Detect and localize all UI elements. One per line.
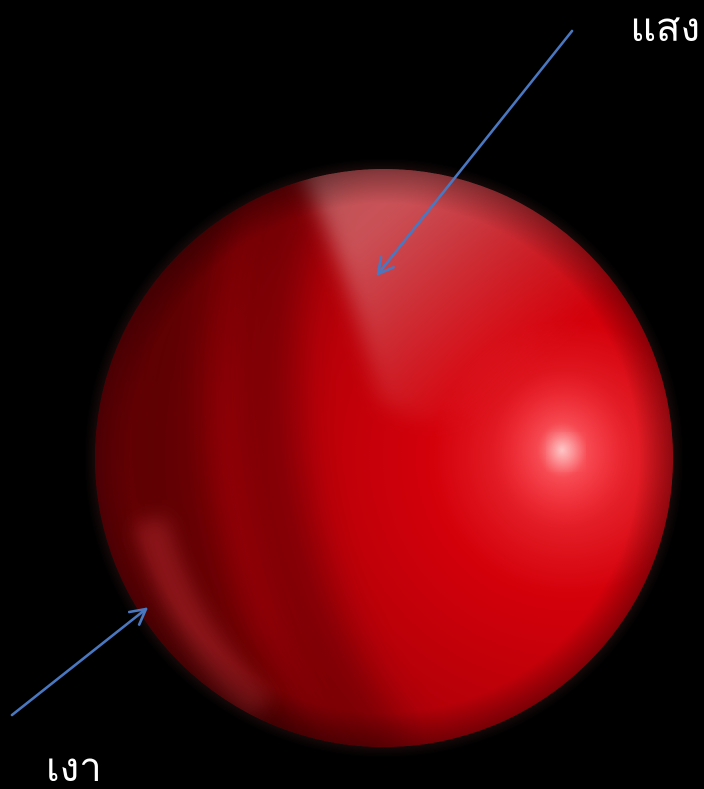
red-sphere: [95, 169, 673, 747]
shadow-label: เงา: [46, 745, 102, 789]
light-arrow: [376, 29, 574, 276]
shadow-arrow: [10, 607, 148, 717]
light-label: แสง: [630, 5, 700, 51]
